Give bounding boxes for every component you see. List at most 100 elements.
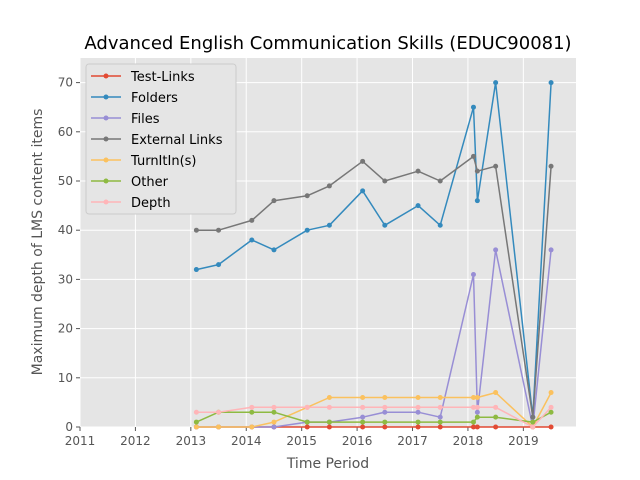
legend-marker [103,199,109,205]
y-tick-label: 20 [58,322,73,336]
data-point [382,178,388,184]
data-point [326,404,332,410]
data-point [548,247,554,253]
legend-item: Test-Links [91,70,195,85]
x-tick-label: 2016 [342,434,373,448]
y-tick-label: 60 [58,125,73,139]
data-point [304,419,310,425]
x-tick-label: 2019 [508,434,539,448]
data-point [304,193,310,199]
data-point [474,409,480,415]
data-point [360,394,366,400]
data-point [326,424,332,430]
data-point [530,419,536,425]
y-tick-label: 30 [58,272,73,286]
data-point [493,390,499,396]
data-point [548,163,554,169]
data-point [474,394,480,400]
data-point [415,168,421,174]
data-point [249,237,255,243]
data-point [474,414,480,420]
data-point [415,409,421,415]
y-axis-label: Maximum depth of LMS content items [30,109,46,376]
data-point [474,198,480,204]
data-point [304,424,310,430]
legend-marker [103,178,109,184]
x-tick-label: 2013 [176,434,207,448]
data-point [437,222,443,228]
y-axis-ticks: 0 10 20 30 40 50 60 70 [58,76,80,434]
data-point [474,168,480,174]
data-point [382,394,388,400]
data-point [474,424,480,430]
data-point [360,419,366,425]
data-point [470,153,476,159]
data-point [548,404,554,410]
data-point [271,409,277,415]
data-point [415,424,421,430]
data-point [326,394,332,400]
x-tick-label: 2015 [286,434,317,448]
data-point [216,262,222,268]
legend-item: Folders [91,91,178,106]
x-tick-label: 2017 [397,434,428,448]
data-point [470,419,476,425]
x-tick-label: 2011 [65,434,96,448]
data-point [360,404,366,410]
x-axis-ticks: 2011 2012 2013 2014 2015 2016 2017 2018 2019 [65,427,539,448]
legend-item: Depth [91,196,171,211]
data-point [193,227,199,233]
data-point [382,409,388,415]
data-point [249,409,255,415]
data-point [415,394,421,400]
series-depth [193,404,554,430]
data-point [193,267,199,273]
data-point [304,227,310,233]
data-point [548,424,554,430]
data-point [271,419,277,425]
data-point [437,424,443,430]
data-point [437,178,443,184]
legend-label: Depth [131,196,171,211]
data-point [216,227,222,233]
y-tick-label: 50 [58,174,73,188]
legend-label: TurnItIn(s) [130,154,196,169]
data-point [360,158,366,164]
data-point [193,424,199,430]
legend-item: Other [91,175,169,190]
data-series [193,80,554,430]
data-point [304,404,310,410]
data-point [548,80,554,86]
y-tick-label: 10 [58,371,73,385]
y-tick-label: 0 [65,420,73,434]
legend-marker [103,73,109,79]
data-point [493,424,499,430]
legend-item: TurnItIn(s) [91,154,196,169]
data-point [470,104,476,110]
legend-label: Other [131,175,169,190]
legend-label: Test-Links [130,70,195,85]
legend-item: Files [91,112,160,127]
data-point [360,414,366,420]
data-point [415,404,421,410]
data-point [493,80,499,86]
data-point [271,198,277,204]
data-point [548,409,554,415]
data-point [249,217,255,223]
data-point [216,409,222,415]
legend-item: External Links [91,133,223,148]
chart-title: Advanced English Communication Skills (E… [84,33,571,54]
data-point [326,183,332,189]
series-turnitin-s [193,390,554,430]
legend-label: External Links [131,133,223,148]
data-point [530,414,536,420]
data-point [193,419,199,425]
legend-box [85,63,237,215]
data-point [437,414,443,420]
legend-marker [103,94,109,100]
data-point [470,404,476,410]
data-point [326,419,332,425]
data-point [437,419,443,425]
data-point [530,424,536,430]
